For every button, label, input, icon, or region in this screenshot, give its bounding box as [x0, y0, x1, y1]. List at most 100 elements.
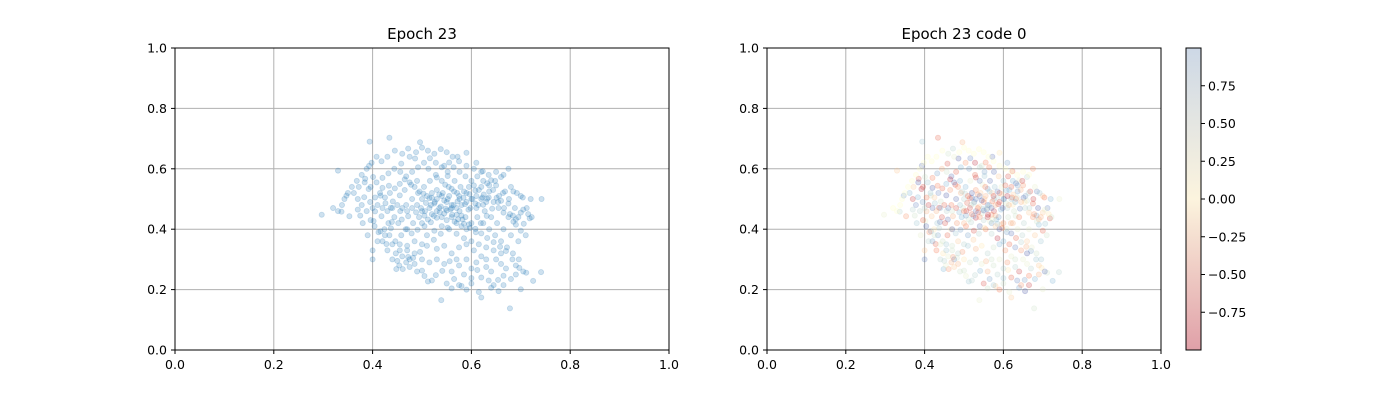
scatter-point [1008, 253, 1015, 260]
colorbar-tick-label: −0.75 [1208, 305, 1246, 320]
scatter-point [392, 250, 399, 257]
scatter-point [961, 267, 968, 274]
scatter-point [929, 205, 936, 212]
scatter-point [925, 202, 932, 209]
scatter-point [975, 203, 982, 210]
scatter-point [389, 256, 396, 263]
scatter-point [1003, 187, 1010, 194]
scatter-point [415, 189, 422, 196]
scatter-point [1043, 232, 1050, 239]
scatter-point [458, 212, 465, 219]
scatter-point [979, 181, 986, 188]
scatter-point [510, 188, 517, 195]
scatter-point [507, 276, 514, 283]
scatter-point [911, 212, 918, 219]
scatter-point [944, 232, 951, 239]
scatter-point [406, 256, 413, 263]
scatter-point [512, 216, 519, 223]
scatter-point [1013, 180, 1020, 187]
scatter-point [939, 147, 946, 154]
scatter-point [473, 192, 480, 199]
scatter-point [921, 256, 928, 263]
scatter-point [385, 220, 392, 227]
scatter-point [966, 259, 973, 266]
scatter-point [923, 208, 930, 215]
scatter-point [453, 205, 460, 212]
scatter-point [488, 214, 495, 221]
scatter-point [1039, 192, 1046, 199]
scatter-point [396, 180, 403, 187]
scatter-point [982, 159, 989, 166]
scatter-point [478, 253, 485, 260]
scatter-point [1000, 177, 1007, 184]
scatter-point [933, 208, 940, 215]
scatter-point [474, 214, 481, 221]
scatter-point [901, 189, 908, 196]
scatter-point [443, 199, 450, 206]
scatter-point [920, 159, 927, 166]
scatter-point [418, 220, 425, 227]
scatter-point [414, 202, 421, 209]
scatter-point [449, 211, 456, 218]
scatter-point [956, 209, 963, 216]
scatter-point [976, 192, 983, 199]
scatter-point [418, 241, 425, 248]
scatter-point [1022, 205, 1029, 212]
scatter-point [982, 183, 989, 190]
scatter-point [1016, 284, 1023, 291]
scatter-point [1037, 238, 1044, 245]
scatter-point [972, 208, 979, 215]
scatter-point [972, 245, 979, 252]
y-tick-label: 1.0 [739, 41, 759, 56]
scatter-point [992, 282, 999, 289]
scatter-point [931, 200, 938, 207]
scatter-point [952, 230, 959, 237]
scatter-point [916, 165, 923, 172]
scatter-point [1033, 218, 1040, 225]
scatter-point [1001, 195, 1008, 202]
scatter-point [470, 165, 477, 172]
scatter-point [1014, 226, 1021, 233]
scatter-point [964, 242, 971, 249]
scatter-point [485, 194, 492, 201]
scatter-point [964, 192, 971, 199]
scatter-point [484, 195, 491, 202]
scatter-point [473, 159, 480, 166]
scatter-point [411, 183, 418, 190]
scatter-point [951, 256, 958, 263]
scatter-point [414, 268, 421, 275]
x-tick-label: 0.4 [363, 357, 383, 372]
scatter-point [472, 200, 479, 207]
scatter-point [463, 162, 470, 169]
scatter-point [975, 146, 982, 153]
scatter-point [1048, 214, 1055, 221]
scatter-point [981, 168, 988, 175]
colorbar-tick-label: 0.75 [1208, 78, 1236, 93]
scatter-point [451, 188, 458, 195]
scatter-point [520, 220, 527, 227]
scatter-point [519, 194, 526, 201]
scatter-point [1020, 256, 1027, 263]
scatter-point [455, 216, 462, 223]
scatter-point [350, 189, 357, 196]
scatter-point [505, 200, 512, 207]
scatter-point [894, 167, 901, 174]
scatter-point [1005, 214, 1012, 221]
scatter-point [976, 223, 983, 230]
scatter-point [460, 271, 467, 278]
scatter-point [974, 191, 981, 198]
scatter-point [433, 245, 440, 252]
scatter-point [485, 171, 492, 178]
scatter-point [500, 209, 507, 216]
scatter-point [1011, 208, 1018, 215]
scatter-point [998, 183, 1005, 190]
scatter-point [448, 185, 455, 192]
scatter-point [920, 217, 927, 224]
scatter-point [920, 183, 927, 190]
scatter-point [980, 149, 987, 156]
scatter-point [905, 183, 912, 190]
scatter-point [446, 258, 453, 265]
scatter-point [967, 177, 974, 184]
scatter-point [363, 208, 370, 215]
scatter-point [479, 194, 486, 201]
